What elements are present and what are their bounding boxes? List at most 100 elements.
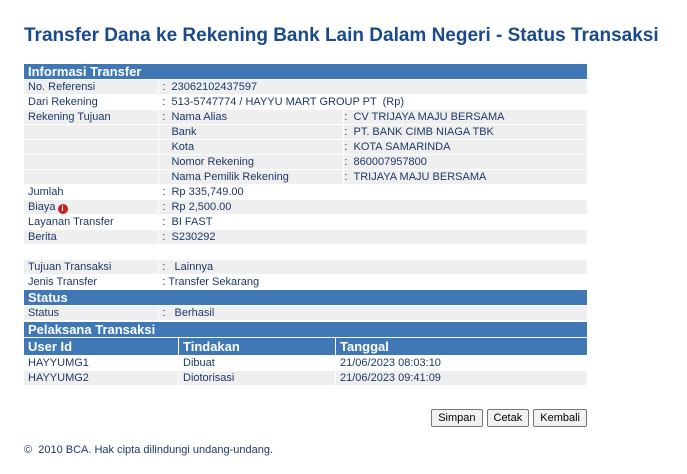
row-biaya: Biaya i: Rp 2,500.00 (24, 200, 587, 214)
label (24, 125, 159, 139)
cell: Dibuat (183, 357, 215, 369)
label: Dari Rekening (28, 96, 98, 108)
label (24, 155, 159, 169)
row-nomor-rekening: Nomor Rekening: 860007957800 (24, 155, 587, 169)
page-title: Transfer Dana ke Rekening Bank Lain Dala… (24, 25, 659, 46)
row-jumlah: Jumlah : Rp 335,749.00 (24, 185, 587, 199)
colon: : (162, 231, 166, 243)
sub-value: TRIJAYA MAJU BERSAMA (353, 171, 487, 183)
label-cell: Biaya i (24, 200, 159, 214)
button-bar: Simpan Cetak Kembali (431, 409, 587, 427)
colon: : (162, 96, 166, 108)
simpan-button[interactable]: Simpan (431, 409, 483, 427)
colon: : (344, 111, 348, 123)
colon: : (344, 156, 348, 168)
row-berita: Berita: S230292 (24, 230, 587, 244)
value: Transfer Sekarang (168, 276, 260, 288)
row-bank: Bank: PT. BANK CIMB NIAGA TBK (24, 125, 587, 139)
column-header: Tanggal (336, 338, 587, 355)
sub-label: Nama Pemilik Rekening (171, 171, 289, 183)
colon: : (162, 81, 166, 93)
row-status: Status: Berhasil (24, 306, 587, 320)
row-nama-pemilik: Nama Pemilik Rekening: TRIJAYA MAJU BERS… (24, 170, 587, 184)
colon: : (162, 111, 166, 123)
value: BI FAST (171, 216, 213, 228)
sub-label: Nama Alias (171, 111, 228, 123)
label: No. Referensi (24, 80, 159, 94)
value-cell: : Lainnya (159, 260, 587, 274)
row-jenis-transfer: Jenis Transfer: Transfer Sekarang (24, 275, 587, 289)
table-header: User Id Tindakan Tanggal (24, 338, 587, 355)
value: S230292 (171, 231, 216, 243)
value: Rp 2,500.00 (171, 201, 232, 213)
label: Layanan Transfer (28, 216, 114, 228)
label: Biaya (28, 201, 56, 213)
sub-value: PT. BANK CIMB NIAGA TBK (353, 126, 494, 138)
row-rekening-tujuan: Rekening Tujuan: Nama Alias: CV TRIJAYA … (24, 110, 587, 124)
colon: : (344, 126, 348, 138)
label: Tujuan Transaksi (24, 260, 159, 274)
value-cell: Bank: PT. BANK CIMB NIAGA TBK (159, 125, 587, 139)
cell: 21/06/2023 09:41:09 (336, 371, 587, 385)
value-cell: : Nama Alias: CV TRIJAYA MAJU BERSAMA (159, 110, 587, 124)
cell: 21/06/2023 08:03:10 (340, 357, 441, 369)
sub-label: Kota (171, 141, 195, 153)
transfer-status-table: Informasi Transfer No. Referensi: 230621… (24, 64, 587, 386)
colon: : (344, 171, 348, 183)
value-cell: : Berhasil (159, 306, 587, 320)
table-row: HAYYUMG2 Diotorisasi 21/06/2023 09:41:09 (24, 371, 587, 385)
sub-label: Nomor Rekening (171, 156, 255, 168)
section-header-pelaksana: Pelaksana Transaksi (24, 322, 587, 337)
cetak-button[interactable]: Cetak (486, 409, 530, 427)
kembali-button[interactable]: Kembali (533, 409, 587, 427)
cell: Diotorisasi (179, 371, 335, 385)
value-cell: Nama Pemilik Rekening: TRIJAYA MAJU BERS… (159, 170, 587, 184)
spacer-row (24, 245, 587, 259)
section-header-informasi: Informasi Transfer (24, 64, 587, 79)
value-cell: : 513-5747774 / HAYYU MART GROUP PT (Rp) (159, 95, 587, 109)
label (24, 140, 159, 154)
value-cell: : BI FAST (159, 215, 587, 229)
row-layanan: Layanan Transfer: BI FAST (24, 215, 587, 229)
sub-label: Bank (171, 126, 197, 138)
colon: : (162, 201, 166, 213)
value: Lainnya (174, 261, 214, 273)
value: 513-5747774 / HAYYU MART GROUP PT (Rp) (171, 96, 405, 108)
colon: : (162, 276, 166, 288)
value-cell: : Transfer Sekarang (159, 275, 587, 289)
row-no-referensi: No. Referensi: 23062102437597 (24, 80, 587, 94)
sub-value: 860007957800 (353, 156, 427, 168)
row-tujuan-transaksi: Tujuan Transaksi: Lainnya (24, 260, 587, 274)
colon: : (162, 216, 166, 228)
label: Berita (24, 230, 159, 244)
cell: HAYYUMG2 (24, 371, 178, 385)
column-header: User Id (24, 338, 178, 355)
value-cell: Kota: KOTA SAMARINDA (159, 140, 587, 154)
value-cell: : Rp 335,749.00 (159, 185, 587, 199)
column-header: Tindakan (179, 338, 335, 355)
status-value: Berhasil (174, 307, 215, 319)
colon: : (344, 141, 348, 153)
label (24, 170, 159, 184)
row-dari-rekening: Dari Rekening: 513-5747774 / HAYYU MART … (24, 95, 587, 109)
value: 23062102437597 (171, 81, 258, 93)
label: Status (24, 306, 159, 320)
colon: : (162, 307, 166, 319)
value-cell: : Rp 2,500.00 (159, 200, 587, 214)
value: Rp 335,749.00 (171, 186, 244, 198)
sub-value: CV TRIJAYA MAJU BERSAMA (353, 111, 505, 123)
row-kota: Kota: KOTA SAMARINDA (24, 140, 587, 154)
colon: : (162, 261, 166, 273)
label: Jenis Transfer (28, 276, 98, 288)
value-cell: Nomor Rekening: 860007957800 (159, 155, 587, 169)
table-row: HAYYUMG1 Dibuat 21/06/2023 08:03:10 (24, 356, 587, 370)
cell: HAYYUMG1 (28, 357, 89, 369)
value-cell: : S230292 (159, 230, 587, 244)
info-icon[interactable]: i (57, 204, 68, 214)
value-cell: : 23062102437597 (159, 80, 587, 94)
label: Rekening Tujuan (24, 110, 159, 124)
section-header-status: Status (24, 290, 587, 305)
sub-value: KOTA SAMARINDA (353, 141, 451, 153)
footer-copyright: © 2010 BCA. Hak cipta dilindungi undang-… (24, 444, 274, 456)
label: Jumlah (28, 186, 64, 198)
